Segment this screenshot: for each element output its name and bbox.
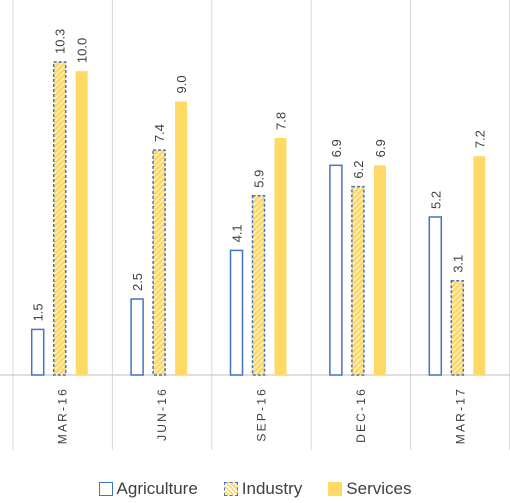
- bar-services-mar-16: [75, 71, 88, 375]
- data-label-industry-sep-16: 5.9: [252, 170, 267, 188]
- legend-label-industry: Industry: [241, 479, 303, 498]
- bar-services-jun-16: [175, 101, 188, 375]
- legend-item-industry: Industry: [223, 479, 303, 499]
- data-label-services-dec-16: 6.9: [373, 139, 388, 157]
- bar-agriculture-dec-16: [329, 164, 343, 376]
- data-label-services-mar-16: 10.0: [75, 38, 90, 63]
- bar-industry-sep-16: [251, 194, 266, 376]
- category-label-jun-16: JUN-16: [155, 387, 169, 441]
- category-label-sep-16: SEP-16: [255, 387, 269, 442]
- data-label-services-sep-16: 7.8: [274, 112, 289, 130]
- legend-label-services: Services: [346, 479, 412, 498]
- data-label-agriculture-sep-16: 4.1: [230, 224, 245, 242]
- bar-agriculture-mar-17: [428, 216, 443, 376]
- bar-industry-mar-16: [52, 61, 67, 376]
- data-label-agriculture-jun-16: 2.5: [130, 273, 145, 291]
- category-label-mar-17: MAR-17: [453, 387, 467, 444]
- data-label-services-mar-17: 7.2: [472, 130, 487, 148]
- bar-industry-mar-17: [450, 280, 465, 376]
- legend-item-agriculture: Agriculture: [98, 479, 198, 499]
- legend-swatch-services: [328, 482, 343, 496]
- bar-services-dec-16: [373, 165, 386, 375]
- legend: Agriculture Industry Services: [0, 478, 510, 500]
- category-label-dec-16: DEC-16: [354, 387, 368, 443]
- data-label-agriculture-dec-16: 6.9: [329, 139, 344, 157]
- data-label-industry-mar-16: 10.3: [53, 29, 68, 54]
- data-label-industry-dec-16: 6.2: [351, 161, 366, 179]
- data-label-layer: 1.5 10.3 10.0 2.5 7.4 9.0 4.1 5.9 7.8 6.9 6.2 6.9 5.…: [31, 29, 488, 322]
- data-label-industry-jun-16: 7.4: [152, 124, 167, 142]
- bar-agriculture-mar-16: [30, 328, 45, 376]
- bar-layer: [30, 61, 486, 376]
- category-label-mar-16: MAR-16: [56, 387, 70, 444]
- legend-swatch-agriculture: [98, 482, 113, 496]
- data-label-agriculture-mar-17: 5.2: [428, 191, 443, 209]
- data-label-industry-mar-17: 3.1: [450, 255, 465, 273]
- bar-industry-jun-16: [152, 149, 166, 376]
- legend-label-agriculture: Agriculture: [116, 479, 198, 498]
- bar-services-mar-17: [473, 156, 486, 375]
- bar-agriculture-jun-16: [130, 298, 144, 376]
- bar-services-sep-16: [274, 137, 287, 375]
- bar-industry-dec-16: [351, 185, 365, 376]
- bar-agriculture-sep-16: [229, 249, 244, 376]
- category-label-layer: MAR-16 JUN-16 SEP-16 DEC-16 MAR-17: [56, 387, 468, 444]
- data-label-agriculture-mar-16: 1.5: [31, 303, 46, 321]
- data-label-services-jun-16: 9.0: [174, 75, 189, 93]
- legend-item-services: Services: [328, 479, 411, 499]
- legend-swatch-industry: [223, 482, 238, 496]
